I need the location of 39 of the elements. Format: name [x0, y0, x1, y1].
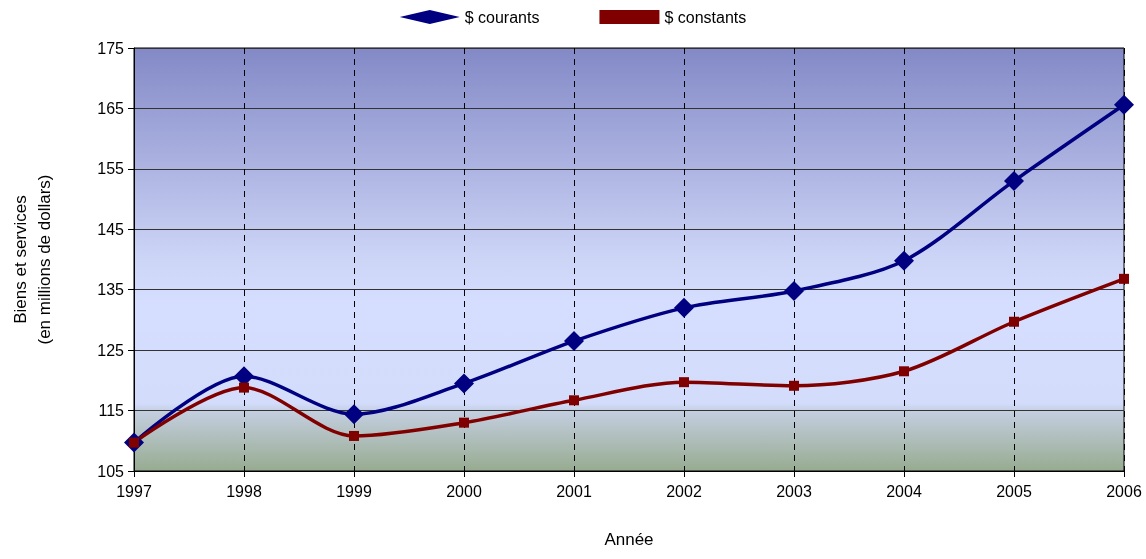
point — [784, 280, 804, 301]
x-tick-label: 2001 — [556, 482, 592, 500]
point — [674, 297, 694, 318]
point — [894, 250, 914, 271]
y-tick-label: 145 — [97, 220, 125, 238]
y-tick-label: 135 — [97, 281, 125, 299]
y-tick-label: 125 — [97, 341, 125, 359]
point — [1114, 94, 1134, 115]
point — [564, 331, 584, 352]
x-tick-label: 2000 — [446, 482, 482, 500]
y-axis-title: Biens et services (en millions de dollars) — [10, 174, 54, 345]
x-tick-label: 2005 — [996, 482, 1032, 500]
point — [569, 395, 579, 406]
x-tick-label: 1999 — [336, 482, 372, 500]
x-axis-title: Année — [604, 530, 654, 549]
point — [454, 373, 474, 394]
y-tick-label: 105 — [97, 462, 125, 480]
point — [344, 404, 364, 425]
point — [459, 417, 469, 428]
x-tick-label: 2006 — [1106, 482, 1142, 500]
y-tick-label: 155 — [97, 160, 125, 178]
x-tick-label: 1998 — [226, 482, 262, 500]
point — [1119, 273, 1129, 284]
x-tick-label: 2002 — [666, 482, 702, 500]
point — [679, 377, 689, 388]
x-tick-label: 2004 — [886, 482, 922, 500]
x-tick-label: 2003 — [776, 482, 812, 500]
legend-label: $ courants — [464, 8, 540, 26]
point — [789, 380, 799, 391]
point — [1004, 170, 1024, 191]
x-tick-label: 1997 — [116, 482, 152, 500]
point — [239, 382, 249, 393]
y-tick-label: 115 — [98, 402, 125, 420]
y-tick-label: 175 — [97, 39, 125, 57]
legend-label: $ constants — [664, 8, 747, 26]
y-tick-label: 165 — [97, 99, 125, 117]
point — [1009, 316, 1019, 327]
point — [899, 366, 909, 377]
point — [349, 430, 359, 441]
